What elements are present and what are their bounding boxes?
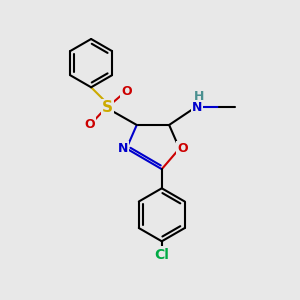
Text: O: O	[84, 118, 95, 131]
Text: N: N	[192, 101, 202, 114]
Text: S: S	[102, 100, 113, 115]
Text: Cl: Cl	[154, 248, 169, 262]
Text: N: N	[118, 142, 128, 155]
Text: H: H	[194, 90, 204, 103]
Text: O: O	[178, 142, 188, 155]
Text: O: O	[121, 85, 132, 98]
